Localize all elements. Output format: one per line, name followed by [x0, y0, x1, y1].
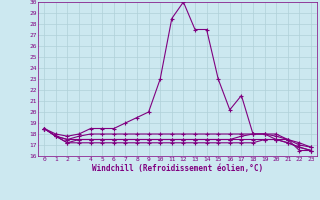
X-axis label: Windchill (Refroidissement éolien,°C): Windchill (Refroidissement éolien,°C) [92, 164, 263, 173]
